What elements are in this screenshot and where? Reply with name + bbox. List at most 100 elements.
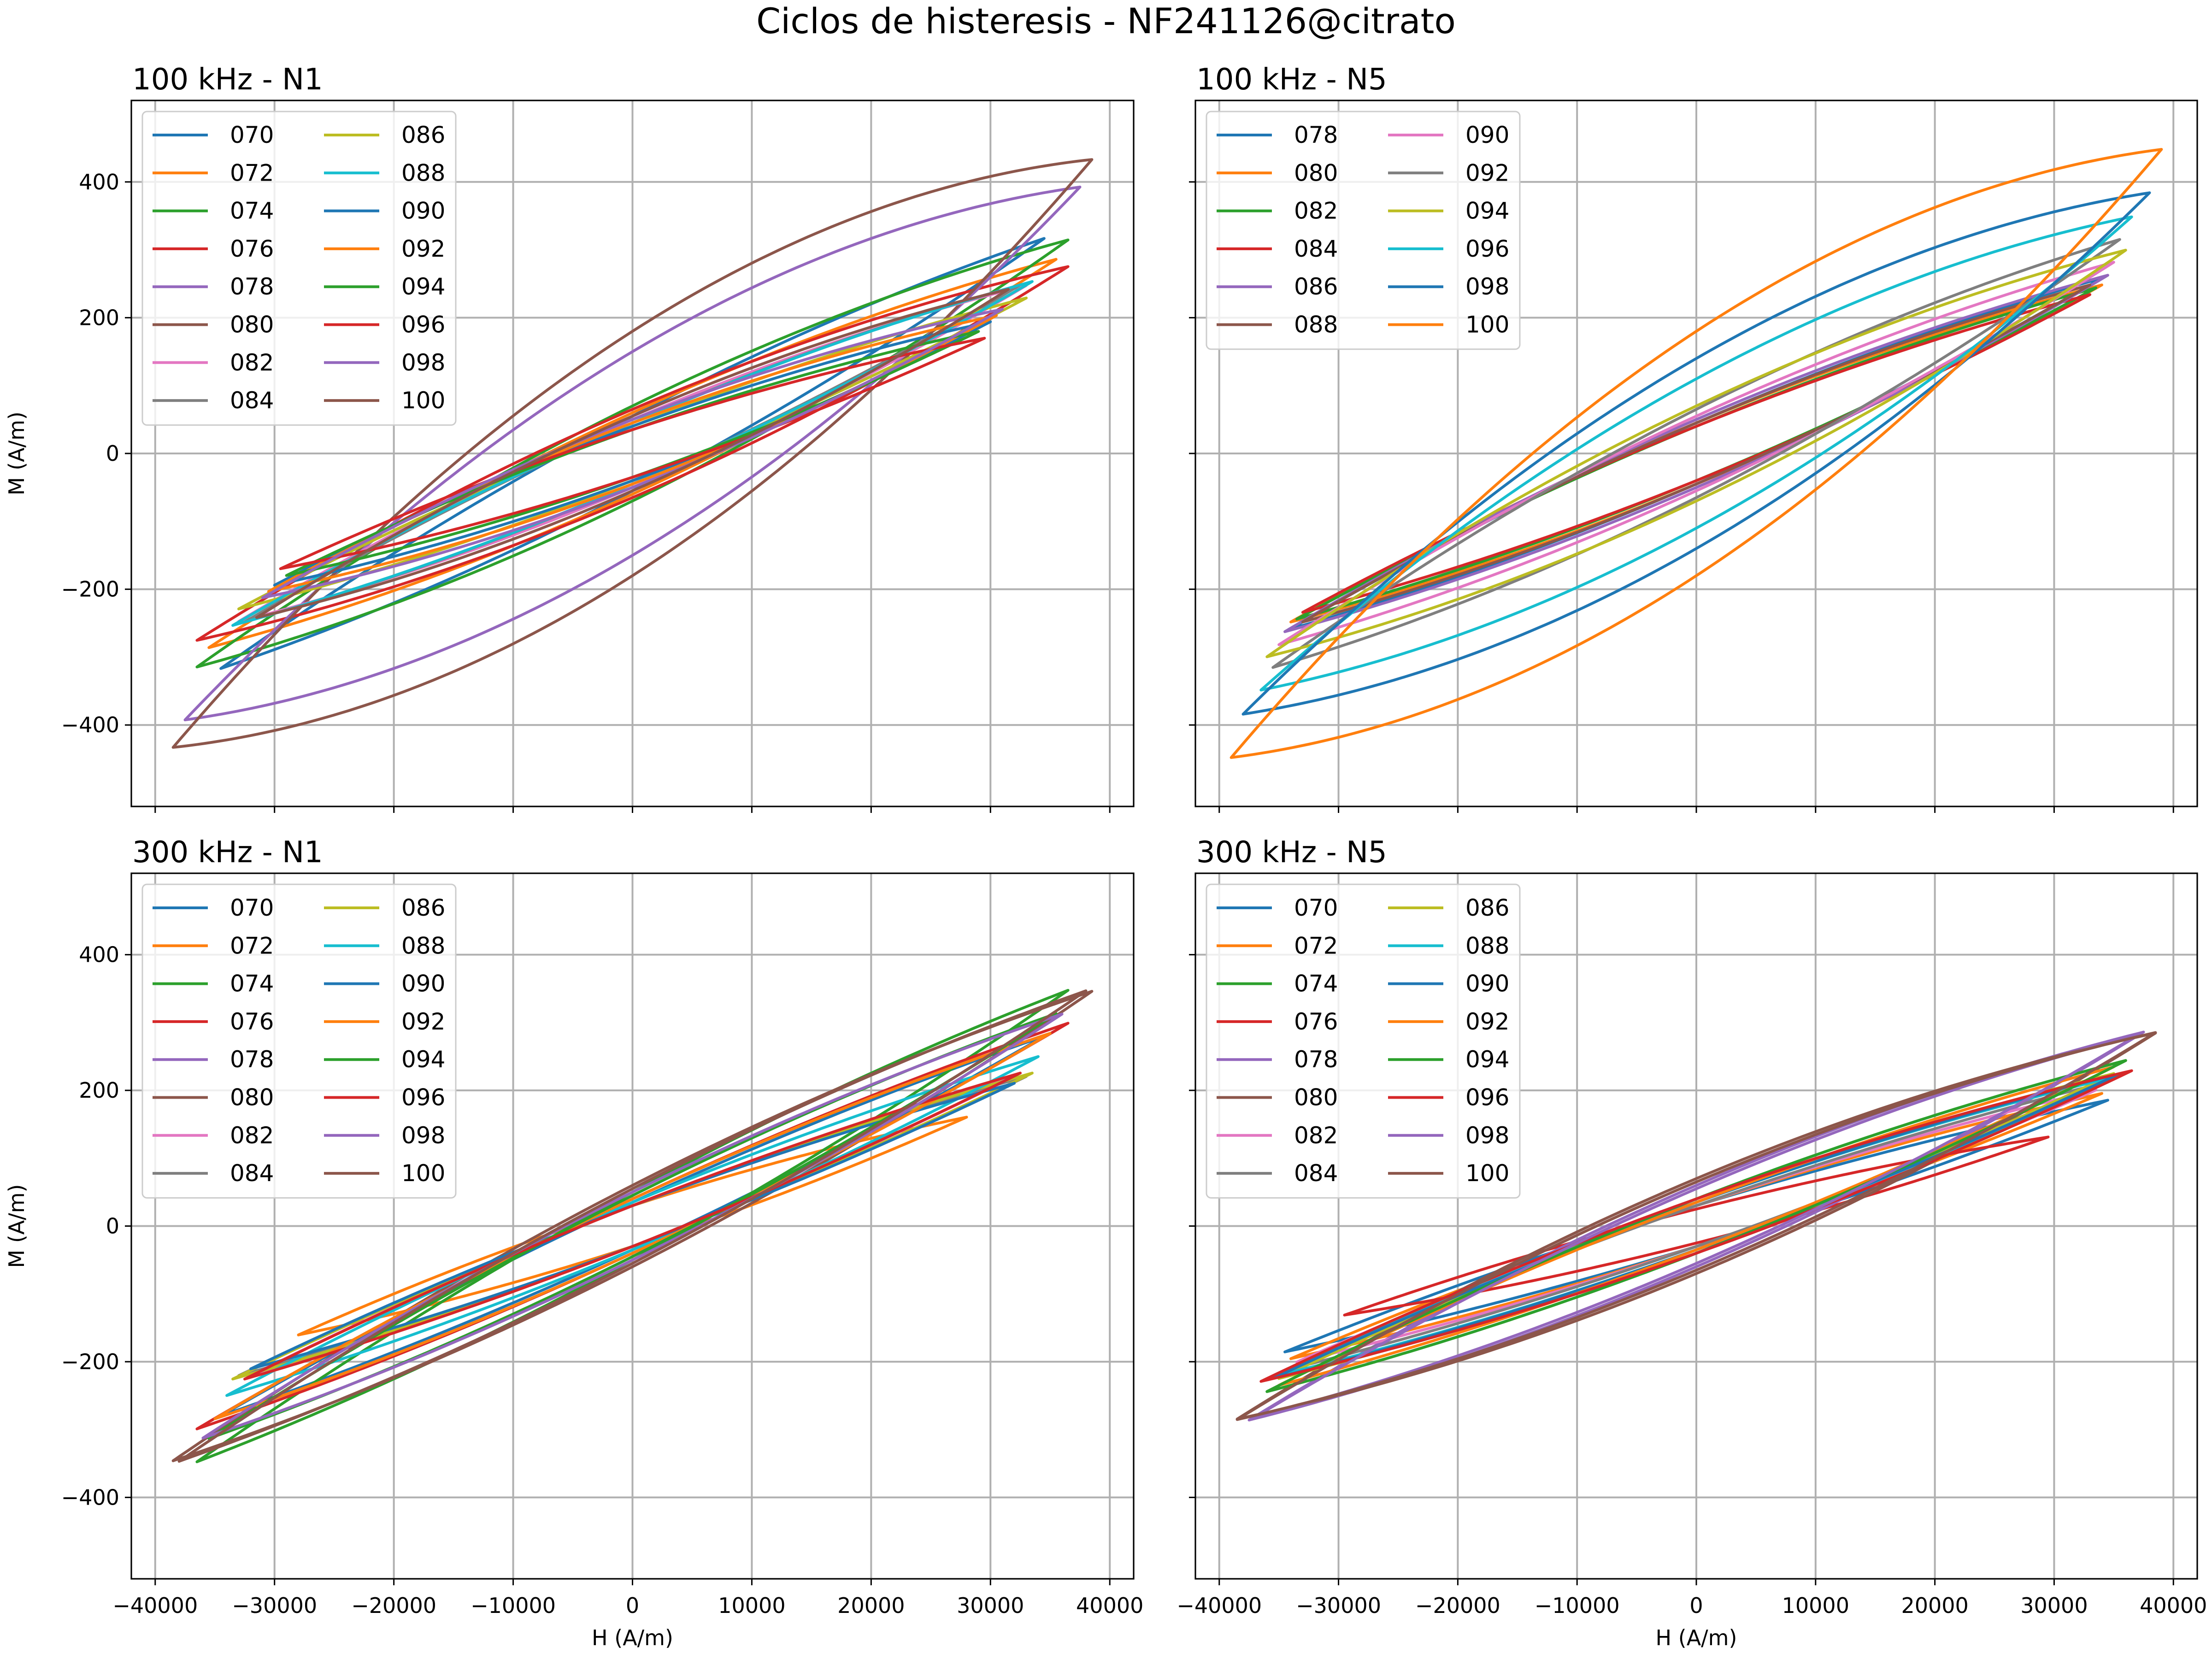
legend-label: 086 xyxy=(401,894,445,921)
x-tick-label: 40000 xyxy=(1076,1593,1143,1618)
chart-panel-2: 100 kHz - N50780800820840860880900920940… xyxy=(1189,63,2198,813)
legend-label: 100 xyxy=(1465,312,1509,338)
legend-label: 084 xyxy=(230,387,274,414)
series-line-100 xyxy=(1235,1031,2157,1421)
series-line-094 xyxy=(1265,248,2127,659)
x-tick-label: 40000 xyxy=(2140,1593,2207,1618)
y-axis-label: M (A/m) xyxy=(4,1184,29,1268)
legend-label: 086 xyxy=(401,122,445,148)
series-line-090 xyxy=(249,1082,1016,1371)
series-group xyxy=(1235,1030,2157,1422)
x-tick-label: −10000 xyxy=(1535,1593,1620,1618)
legend-label: 096 xyxy=(1465,235,1509,262)
legend: 070 072 074 076 078 080 082 084 086 088 090 092 094 0… xyxy=(141,111,457,426)
y-axis-label: M (A/m) xyxy=(4,412,29,495)
series-line-094 xyxy=(207,1012,1058,1440)
legend-label: 088 xyxy=(401,159,445,186)
legend-label: 082 xyxy=(1294,1122,1338,1149)
x-tick-label: 10000 xyxy=(1782,1593,1849,1618)
legend-label: 072 xyxy=(1294,932,1338,959)
legend-label: 078 xyxy=(1294,122,1338,148)
legend-label: 090 xyxy=(401,971,445,997)
series-line-088 xyxy=(231,280,1034,627)
y-tick-label: 200 xyxy=(79,1078,119,1103)
legend-label: 094 xyxy=(401,1046,445,1073)
y-tick-label: 400 xyxy=(79,170,119,194)
series-line-098 xyxy=(1253,1033,2139,1419)
x-tick-label: 20000 xyxy=(1901,1593,1968,1618)
legend-label: 080 xyxy=(1294,1084,1338,1111)
x-tick-label: 30000 xyxy=(2020,1593,2088,1618)
legend-label: 080 xyxy=(230,1084,274,1111)
series-group xyxy=(1230,148,2163,759)
legend-label: 082 xyxy=(230,1122,274,1149)
series-line-100 xyxy=(1230,148,2163,759)
series-line-096 xyxy=(1259,215,2133,692)
series-line-088 xyxy=(1301,283,2092,624)
panel-title: 300 kHz - N1 xyxy=(132,835,323,870)
y-tick-label: −200 xyxy=(61,577,119,602)
x-tick-label: −10000 xyxy=(471,1593,556,1618)
legend-label: 082 xyxy=(230,349,274,376)
legend-label: 086 xyxy=(1465,894,1509,921)
legend-label: 082 xyxy=(1294,198,1338,224)
legend-label: 076 xyxy=(230,1008,274,1035)
series-line-098 xyxy=(1241,191,2151,716)
x-tick-label: −30000 xyxy=(1296,1593,1381,1618)
y-tick-label: −400 xyxy=(61,1485,119,1510)
legend-label: 074 xyxy=(230,198,274,224)
x-tick-label: −30000 xyxy=(232,1593,317,1618)
series-line-080 xyxy=(171,158,1094,749)
legend-label: 100 xyxy=(1465,1160,1509,1187)
series-line-094 xyxy=(1265,1059,2127,1393)
legend-label: 078 xyxy=(230,1046,274,1073)
series-group xyxy=(171,158,1094,749)
chart-panel-1: −400 −200 0 200 400 100 kHz - N1 M (A/m) 070 072… xyxy=(4,63,1135,813)
legend-label: 094 xyxy=(1465,198,1509,224)
legend-label: 074 xyxy=(230,971,274,997)
x-tick-label: −20000 xyxy=(1415,1593,1500,1618)
legend-label: 088 xyxy=(1465,932,1509,959)
panel-title: 100 kHz - N5 xyxy=(1196,63,1387,97)
y-tick-label: 0 xyxy=(106,441,119,466)
series-line-100 xyxy=(177,989,1088,1463)
legend: 078 080 082 084 086 088 090 092 094 096 098 100 xyxy=(1206,111,1521,350)
chart-panel-3: −40000 −30000 −20000 −10000 0 10000 20000 30000… xyxy=(4,835,1143,1650)
legend-label: 080 xyxy=(1294,159,1338,186)
y-tick-label: −400 xyxy=(61,712,119,737)
legend-label: 086 xyxy=(1294,273,1338,300)
series-line-070 xyxy=(219,237,1046,670)
legend-label: 076 xyxy=(1294,1008,1338,1035)
legend-label: 094 xyxy=(1465,1046,1509,1073)
legend-label: 070 xyxy=(1294,894,1338,921)
legend-label: 084 xyxy=(230,1160,274,1187)
figure-suptitle: Ciclos de histeresis - NF241126@citrato xyxy=(756,0,1456,41)
legend-label: 092 xyxy=(401,1008,445,1035)
series-line-096 xyxy=(1259,1069,2133,1383)
legend-label: 088 xyxy=(1294,312,1338,338)
legend-label: 094 xyxy=(401,273,445,300)
y-tick-label: 200 xyxy=(79,305,119,330)
legend-label: 098 xyxy=(1465,1122,1509,1149)
legend-label: 098 xyxy=(401,1122,445,1149)
legend-label: 090 xyxy=(401,198,445,224)
legend-label: 096 xyxy=(1465,1084,1509,1111)
legend-label: 072 xyxy=(230,932,274,959)
legend-box xyxy=(141,883,457,1199)
legend-label: 092 xyxy=(1465,1008,1509,1035)
legend-label: 088 xyxy=(401,932,445,959)
legend-label: 084 xyxy=(1294,1160,1338,1187)
legend-label: 078 xyxy=(230,273,274,300)
x-tick-label: 0 xyxy=(1689,1593,1703,1618)
legend-label: 092 xyxy=(1465,159,1509,186)
legend-label: 090 xyxy=(1465,122,1509,148)
legend-label: 078 xyxy=(1294,1046,1338,1073)
series-line-092 xyxy=(213,1032,1052,1420)
y-tick-label: 400 xyxy=(79,942,119,967)
series-line-094 xyxy=(285,330,980,577)
x-tick-label: 0 xyxy=(626,1593,639,1618)
legend-box xyxy=(1206,111,1521,350)
legend: 070 072 074 076 078 080 082 084 086 088 090 092 094 0… xyxy=(141,883,457,1199)
legend-label: 074 xyxy=(1294,971,1338,997)
